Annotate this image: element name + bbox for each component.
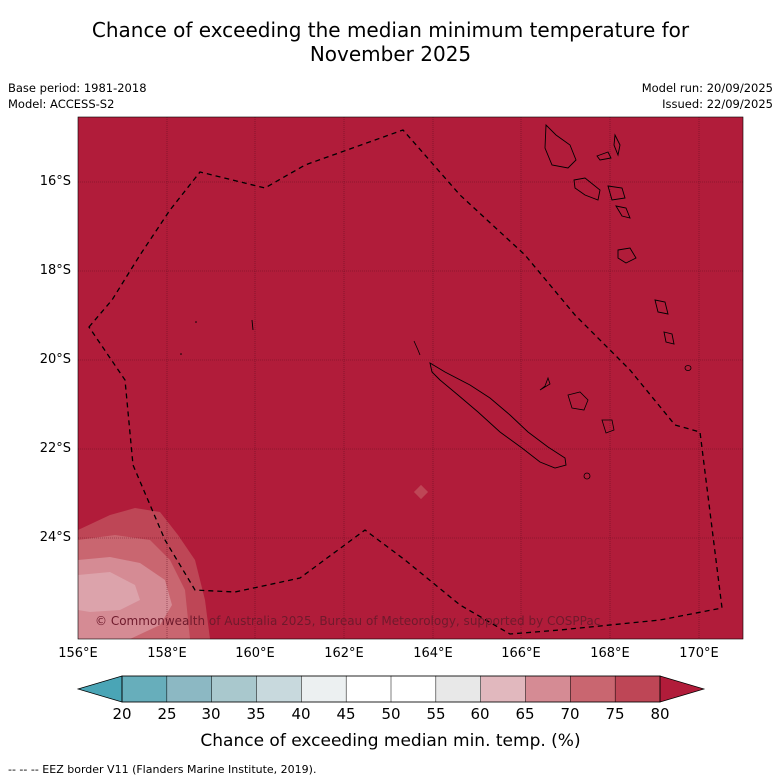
lon-label-158e: 158°E: [147, 646, 187, 661]
pentecost-ambrym-islands: [607, 185, 626, 201]
colorbar-segment-70-75: [570, 675, 616, 703]
lon-label-164e: 164°E: [413, 646, 453, 661]
lat-label-16s: 16°S: [39, 174, 71, 189]
base-period-text: Base period: 1981-2018: [8, 81, 147, 95]
colorbar-tick-25: 25: [157, 705, 177, 723]
colorbar: [76, 675, 706, 703]
lat-label-18s: 18°S: [39, 263, 71, 278]
colorbar-tick-35: 35: [246, 705, 266, 723]
colorbar-segment-20-25: [121, 675, 168, 703]
colorbar-over-arrow: [660, 676, 704, 702]
colorbar-tick-60: 60: [470, 705, 490, 723]
eez-legend-text: -- -- -- EEZ border V11 (Flanders Marine…: [8, 763, 317, 776]
ouvea-island: [539, 376, 551, 391]
maewo-island: [613, 133, 621, 157]
colorbar-segment-35-40: [256, 675, 302, 703]
efate-island: [617, 247, 637, 264]
mare-island: [601, 419, 615, 434]
map-title: Chance of exceeding the median minimum t…: [0, 18, 781, 66]
colorbar-segment-30-35: [211, 675, 258, 703]
colorbar-tick-55: 55: [426, 705, 446, 723]
colorbar-label: Chance of exceeding median min. temp. (%…: [200, 731, 581, 751]
lon-label-162e: 162°E: [324, 646, 364, 661]
colorbar-segment-25-30: [166, 675, 213, 703]
lon-label-156e: 156°E: [58, 646, 98, 661]
copyright-text: © Commonwealth of Australia 2025, Bureau…: [95, 614, 601, 628]
lon-label-160e: 160°E: [235, 646, 275, 661]
issued-text: Issued: 22/09/2025: [662, 97, 773, 111]
colorbar-segment-60-65: [480, 675, 527, 703]
aneityum-island: [684, 365, 692, 371]
colorbar-tick-50: 50: [381, 705, 401, 723]
colorbar-over-outline: [659, 675, 706, 703]
belep-islands: [413, 340, 421, 356]
colorbar-tick-40: 40: [291, 705, 311, 723]
colorbar-tick-30: 30: [201, 705, 221, 723]
colorbar-under-arrow: [78, 676, 122, 702]
lat-label-22s: 22°S: [39, 441, 71, 456]
colorbar-tick-45: 45: [336, 705, 356, 723]
lon-label-166e: 166°E: [501, 646, 541, 661]
map-frame: [77, 116, 744, 640]
title-line-1: Chance of exceeding the median minimum t…: [91, 18, 690, 42]
colorbar-segment-65-70: [525, 675, 571, 703]
colorbar-tick-65: 65: [515, 705, 535, 723]
colorbar-segment-50-55: [390, 675, 437, 703]
colorbar-tick-70: 70: [560, 705, 580, 723]
chesterfield-reef: [251, 319, 254, 331]
meta-left: Base period: 1981-2018 Model: ACCESS-S2: [8, 80, 147, 112]
erromango-island: [654, 299, 669, 315]
isle-of-pines: [583, 472, 591, 480]
tanna-island: [663, 331, 675, 345]
colorbar-tick-80: 80: [650, 705, 670, 723]
epi-shepherd-islands: [615, 205, 631, 219]
model-run-text: Model run: 20/09/2025: [641, 81, 773, 95]
colorbar-under-outline: [76, 675, 123, 703]
lat-label-20s: 20°S: [39, 352, 71, 367]
colorbar-segment-75-80: [614, 675, 661, 703]
colorbar-tick-20: 20: [112, 705, 132, 723]
small-patch: [413, 484, 429, 500]
ambae-island: [596, 151, 612, 161]
reef-dot-1: [195, 321, 197, 323]
lifou-island: [567, 391, 589, 411]
reef-dot-2: [180, 353, 182, 355]
lat-label-24s: 24°S: [39, 530, 71, 545]
malekula-island: [573, 177, 601, 201]
lon-label-170e: 170°E: [679, 646, 719, 661]
contour-55-60: [78, 572, 140, 612]
new-caledonia-island: [429, 362, 567, 469]
colorbar-segment-45-50: [345, 675, 392, 703]
colorbar-tick-75: 75: [605, 705, 625, 723]
colorbar-segment-40-45: [301, 675, 347, 703]
lon-label-168e: 168°E: [590, 646, 630, 661]
colorbar-segment-55-60: [435, 675, 482, 703]
meta-right: Model run: 20/09/2025 Issued: 22/09/2025: [642, 80, 773, 112]
title-line-2: November 2025: [309, 42, 472, 66]
espiritu-santo-island: [544, 123, 577, 169]
model-text: Model: ACCESS-S2: [8, 97, 115, 111]
